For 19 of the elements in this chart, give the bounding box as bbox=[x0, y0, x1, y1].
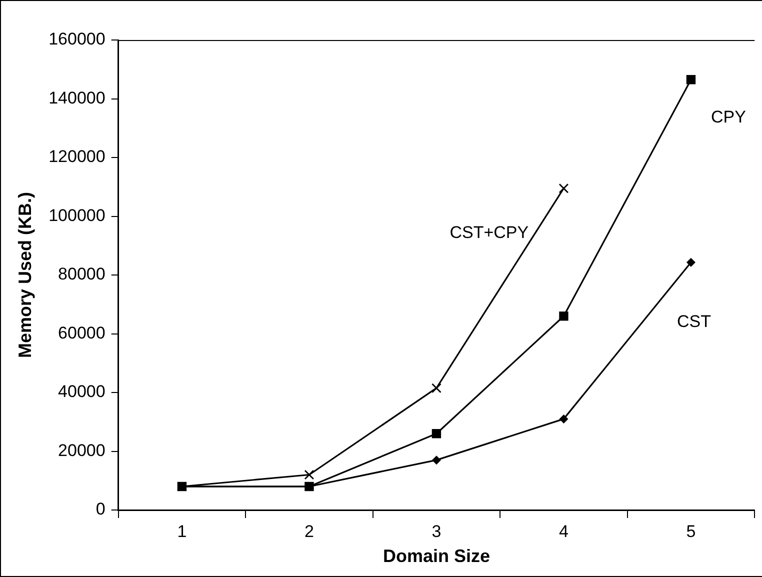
x-tick-label: 1 bbox=[177, 522, 187, 541]
y-tick-label: 40000 bbox=[58, 382, 106, 402]
x-tick-label: 2 bbox=[304, 522, 314, 541]
y-axis-title: Memory Used (KB.) bbox=[14, 192, 35, 358]
x-tick-label: 5 bbox=[686, 522, 696, 541]
y-tick-label: 100000 bbox=[48, 206, 106, 225]
series-label: CST+CPY bbox=[450, 223, 529, 242]
y-tick-label: 140000 bbox=[48, 88, 106, 108]
y-tick-label: 80000 bbox=[58, 264, 106, 284]
y-tick-label: 120000 bbox=[48, 147, 106, 166]
y-tick-label: 0 bbox=[96, 500, 106, 519]
y-tick-label: 20000 bbox=[58, 440, 106, 460]
x-axis-title: Domain Size bbox=[382, 546, 490, 566]
x-tick-label: 3 bbox=[432, 522, 442, 541]
x-tick-label: 4 bbox=[558, 522, 568, 541]
y-tick-label: 160000 bbox=[48, 30, 106, 49]
y-tick-label: 60000 bbox=[58, 323, 106, 342]
series-label: CST bbox=[676, 312, 711, 332]
series-label: CPY bbox=[710, 107, 746, 126]
